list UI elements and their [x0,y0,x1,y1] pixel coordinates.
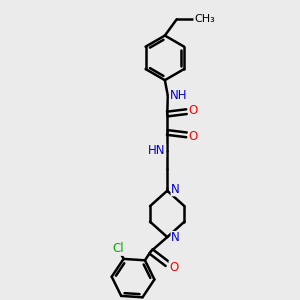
Text: CH₃: CH₃ [194,14,215,24]
Text: O: O [169,261,178,274]
Text: N: N [171,232,180,244]
Text: O: O [188,130,198,143]
Text: O: O [188,104,198,117]
Text: NH: NH [169,88,187,101]
Text: N: N [171,183,180,196]
Text: Cl: Cl [113,242,124,255]
Text: HN: HN [148,144,166,157]
